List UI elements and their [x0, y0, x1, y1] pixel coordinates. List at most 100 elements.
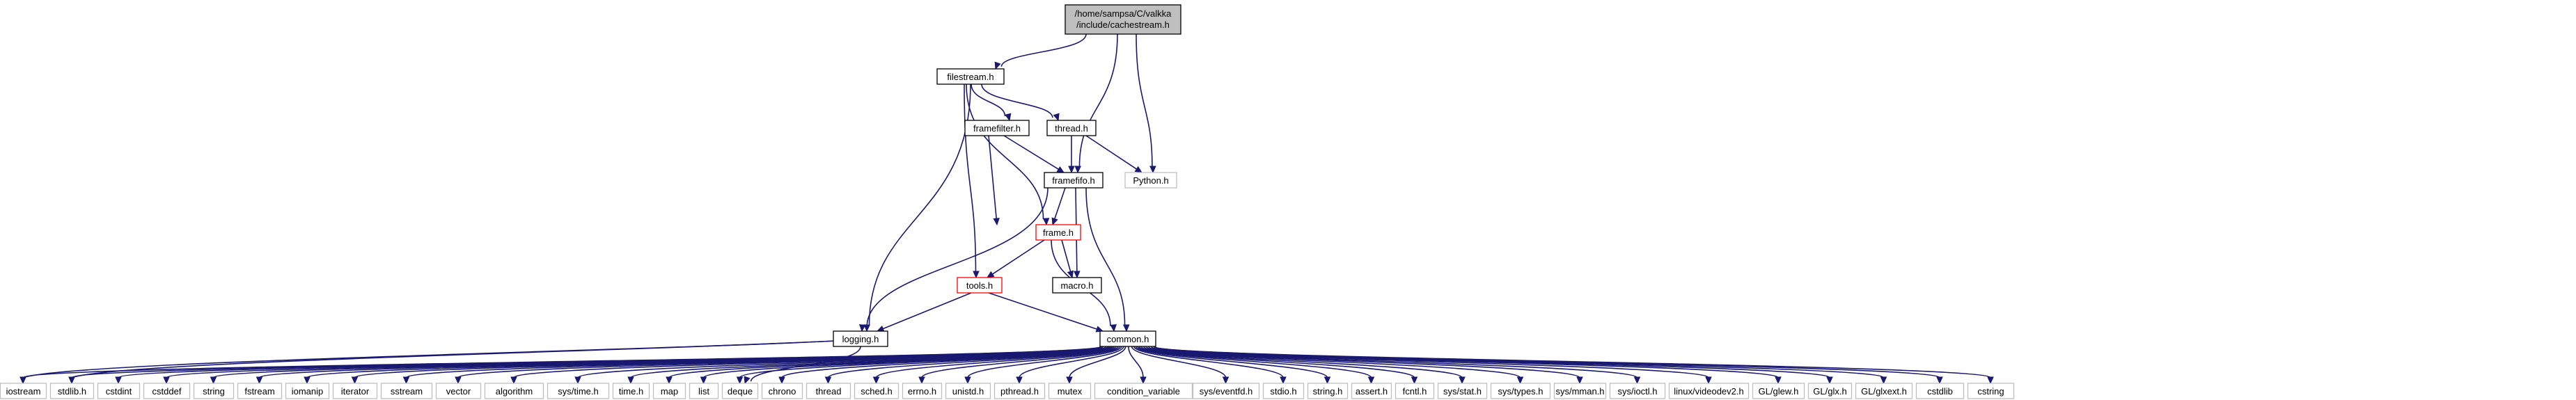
dependency-edge — [863, 83, 971, 333]
system-header-node[interactable]: chrono — [761, 383, 803, 399]
dependency-edge — [1145, 346, 1583, 385]
system-header-label: linux/videodev2.h — [1674, 386, 1743, 397]
system-header-node[interactable]: GL/glew.h — [1752, 383, 1805, 399]
node-framefifo-label: framefifo.h — [1052, 175, 1094, 186]
system-header-label: sys/stat.h — [1443, 386, 1482, 397]
system-header-row: iostream stdlib.h cstdint cstddef string fstr… — [0, 383, 2015, 399]
system-header-label: sys/eventfd.h — [1200, 386, 1253, 397]
system-header-node[interactable]: iostream — [0, 383, 47, 399]
system-header-node[interactable]: sstream — [380, 383, 433, 399]
system-header-node[interactable]: GL/glx.h — [1807, 383, 1853, 399]
node-logging[interactable]: logging.h — [833, 330, 888, 347]
system-header-node[interactable]: pthread.h — [994, 383, 1046, 399]
node-frame-label: frame.h — [1043, 227, 1074, 238]
system-header-node[interactable]: string — [193, 383, 235, 399]
system-header-node[interactable]: string.h — [1307, 383, 1349, 399]
dependency-edge — [1147, 346, 1641, 385]
system-header-node[interactable]: condition_variable — [1094, 383, 1193, 399]
system-header-label: errno.h — [908, 386, 936, 397]
dependency-edge — [1016, 346, 1124, 385]
system-header-label: iterator — [341, 386, 370, 397]
system-header-node[interactable]: sys/time.h — [547, 383, 610, 399]
dependency-edge — [918, 346, 1120, 385]
system-header-node[interactable]: thread — [806, 383, 851, 399]
system-header-label: unistd.h — [952, 386, 984, 397]
node-filestream-label: filestream.h — [947, 72, 994, 82]
system-header-node[interactable]: unistd.h — [945, 383, 991, 399]
system-header-label: thread — [816, 386, 842, 397]
dependency-edges — [19, 33, 1994, 385]
system-header-label: stdio.h — [1270, 386, 1296, 397]
dependency-edge — [1051, 187, 1066, 226]
system-header-label: map — [661, 386, 678, 397]
node-macro[interactable]: macro.h — [1052, 277, 1102, 294]
dependency-edge — [858, 187, 1049, 333]
node-thread[interactable]: thread.h — [1046, 120, 1097, 136]
system-header-label: sys/time.h — [558, 386, 599, 397]
system-header-node[interactable]: list — [689, 383, 719, 399]
system-header-node[interactable]: sys/eventfd.h — [1192, 383, 1260, 399]
system-header-label: vector — [446, 386, 471, 397]
system-header-node[interactable]: sys/types.h — [1490, 383, 1551, 399]
dependency-edge — [994, 33, 1087, 70]
dependency-edge — [1128, 346, 1147, 385]
node-tools[interactable]: tools.h — [957, 277, 1003, 294]
system-header-node[interactable]: stdlib.h — [49, 383, 95, 399]
node-common[interactable]: common.h — [1099, 330, 1156, 347]
system-header-node[interactable]: iomanip — [285, 383, 330, 399]
system-header-label: list — [698, 386, 709, 397]
system-header-node[interactable]: vector — [435, 383, 482, 399]
root-node-path-line2: /include/cachestream.h — [1076, 19, 1170, 30]
dependency-edge — [1085, 187, 1130, 333]
system-header-label: GL/glew.h — [1759, 386, 1799, 397]
node-python[interactable]: Python.h — [1124, 172, 1177, 189]
dependency-edge — [876, 292, 972, 332]
system-header-label: fcntl.h — [1403, 386, 1427, 397]
dependency-edge — [1133, 346, 1287, 385]
system-header-node[interactable]: mutex — [1048, 383, 1092, 399]
dependency-edge — [1085, 135, 1143, 173]
root-node-cachestream[interactable]: /home/sampsa/C/valkka /include/cachestre… — [1065, 4, 1181, 35]
system-header-node[interactable]: cstdlib — [1915, 383, 1965, 399]
dependency-edge — [1150, 346, 1712, 385]
system-header-node[interactable]: deque — [721, 383, 759, 399]
system-header-node[interactable]: cstddef — [143, 383, 191, 399]
system-header-label: cstring — [1977, 386, 2004, 397]
node-frame[interactable]: frame.h — [1035, 224, 1081, 241]
system-header-node[interactable]: GL/glxext.h — [1855, 383, 1913, 399]
system-header-node[interactable]: linux/videodev2.h — [1668, 383, 1750, 399]
system-header-node[interactable]: errno.h — [902, 383, 943, 399]
system-header-node[interactable]: map — [652, 383, 686, 399]
node-logging-label: logging.h — [842, 334, 879, 344]
node-framefilter[interactable]: framefilter.h — [964, 120, 1030, 136]
system-header-node[interactable]: cstdint — [97, 383, 141, 399]
system-header-node[interactable]: sched.h — [854, 383, 900, 399]
system-header-node[interactable]: sys/ioctl.h — [1609, 383, 1666, 399]
system-header-label: cstddef — [152, 386, 182, 397]
system-header-node[interactable]: algorithm — [484, 383, 544, 399]
system-header-node[interactable]: stdio.h — [1262, 383, 1305, 399]
system-header-label: sys/ioctl.h — [1617, 386, 1657, 397]
node-framefifo[interactable]: framefifo.h — [1044, 172, 1104, 189]
system-header-label: cstdint — [106, 386, 132, 397]
dependency-edge — [966, 83, 1050, 226]
system-header-node[interactable]: iterator — [332, 383, 378, 399]
system-header-node[interactable]: sys/mman.h — [1553, 383, 1607, 399]
dependency-edge — [981, 83, 1060, 122]
system-header-node[interactable]: sys/stat.h — [1437, 383, 1488, 399]
system-header-node[interactable]: fcntl.h — [1395, 383, 1435, 399]
node-filestream[interactable]: filestream.h — [936, 68, 1005, 85]
dependency-edge — [986, 239, 1045, 278]
node-thread-label: thread.h — [1055, 123, 1088, 134]
dependency-edge — [1142, 346, 1524, 385]
system-header-node[interactable]: assert.h — [1351, 383, 1392, 399]
system-header-node[interactable]: time.h — [612, 383, 650, 399]
system-header-label: sys/mman.h — [1555, 386, 1604, 397]
system-header-node[interactable]: cstring — [1967, 383, 2015, 399]
dependency-edge — [1074, 33, 1118, 174]
dependency-edge — [1003, 135, 1065, 173]
root-node-path-line1: /home/sampsa/C/valkka — [1075, 8, 1172, 19]
dependency-edge — [988, 292, 1104, 333]
system-header-node[interactable]: fstream — [237, 383, 283, 399]
